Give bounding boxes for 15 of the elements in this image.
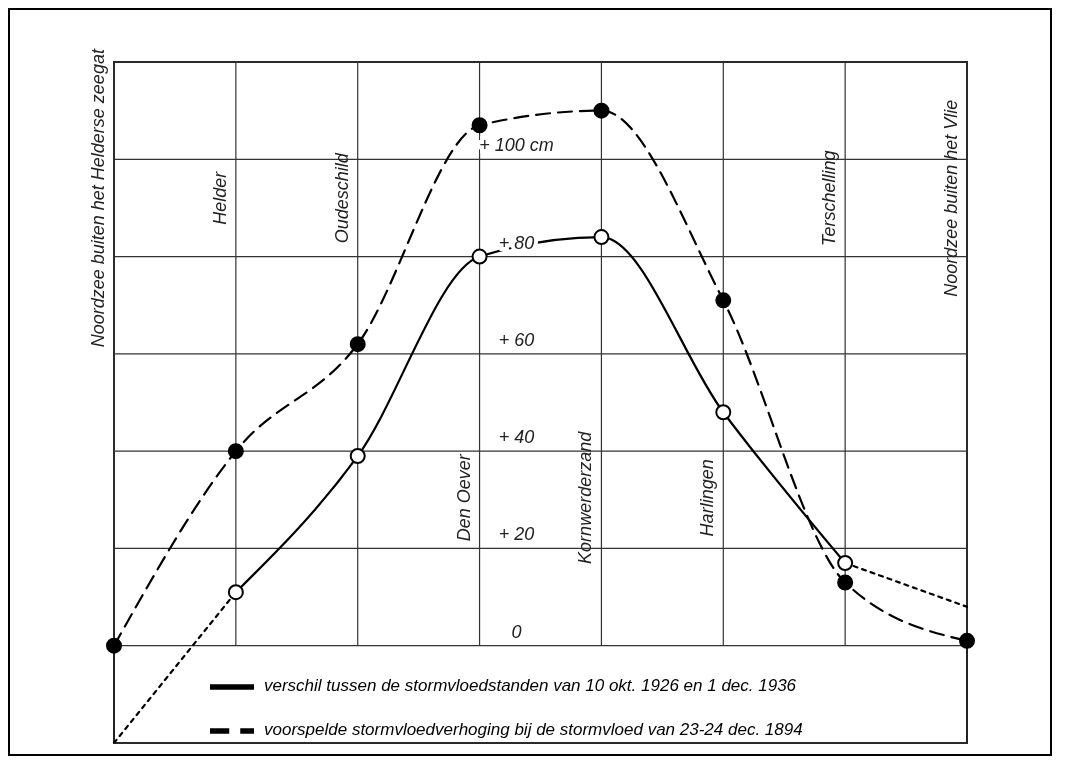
y-tick-label: + 100 cm (479, 135, 554, 156)
y-tick-label: + 40 (498, 427, 535, 448)
x-tick-label: Harlingen (697, 459, 718, 537)
x-tick-label: Oudeschild (331, 152, 352, 244)
x-tick-label: Noordzee buiten het Helderse zeegat (88, 48, 108, 348)
x-tick-label: Terschelling (819, 150, 840, 246)
x-tick-label: Noordzee buiten het Vlie (941, 99, 961, 297)
y-tick-label: + 20 (498, 524, 535, 545)
legend-label: verschil tussen de stormvloedstanden van 10 okt. 1926 en 1 dec. 1936 (264, 675, 797, 695)
x-tick-label: Kornwerderzand (575, 430, 596, 564)
y-tick-label: 0 (511, 621, 522, 642)
x-tick-label: Helder (209, 170, 230, 225)
y-tick-label: + 60 (498, 329, 535, 350)
x-tick-label: Den Oever (453, 453, 474, 542)
legend-label: voorspelde stormvloedverhoging bij de stormvloed van 23-24 dec. 1894 (264, 719, 803, 739)
